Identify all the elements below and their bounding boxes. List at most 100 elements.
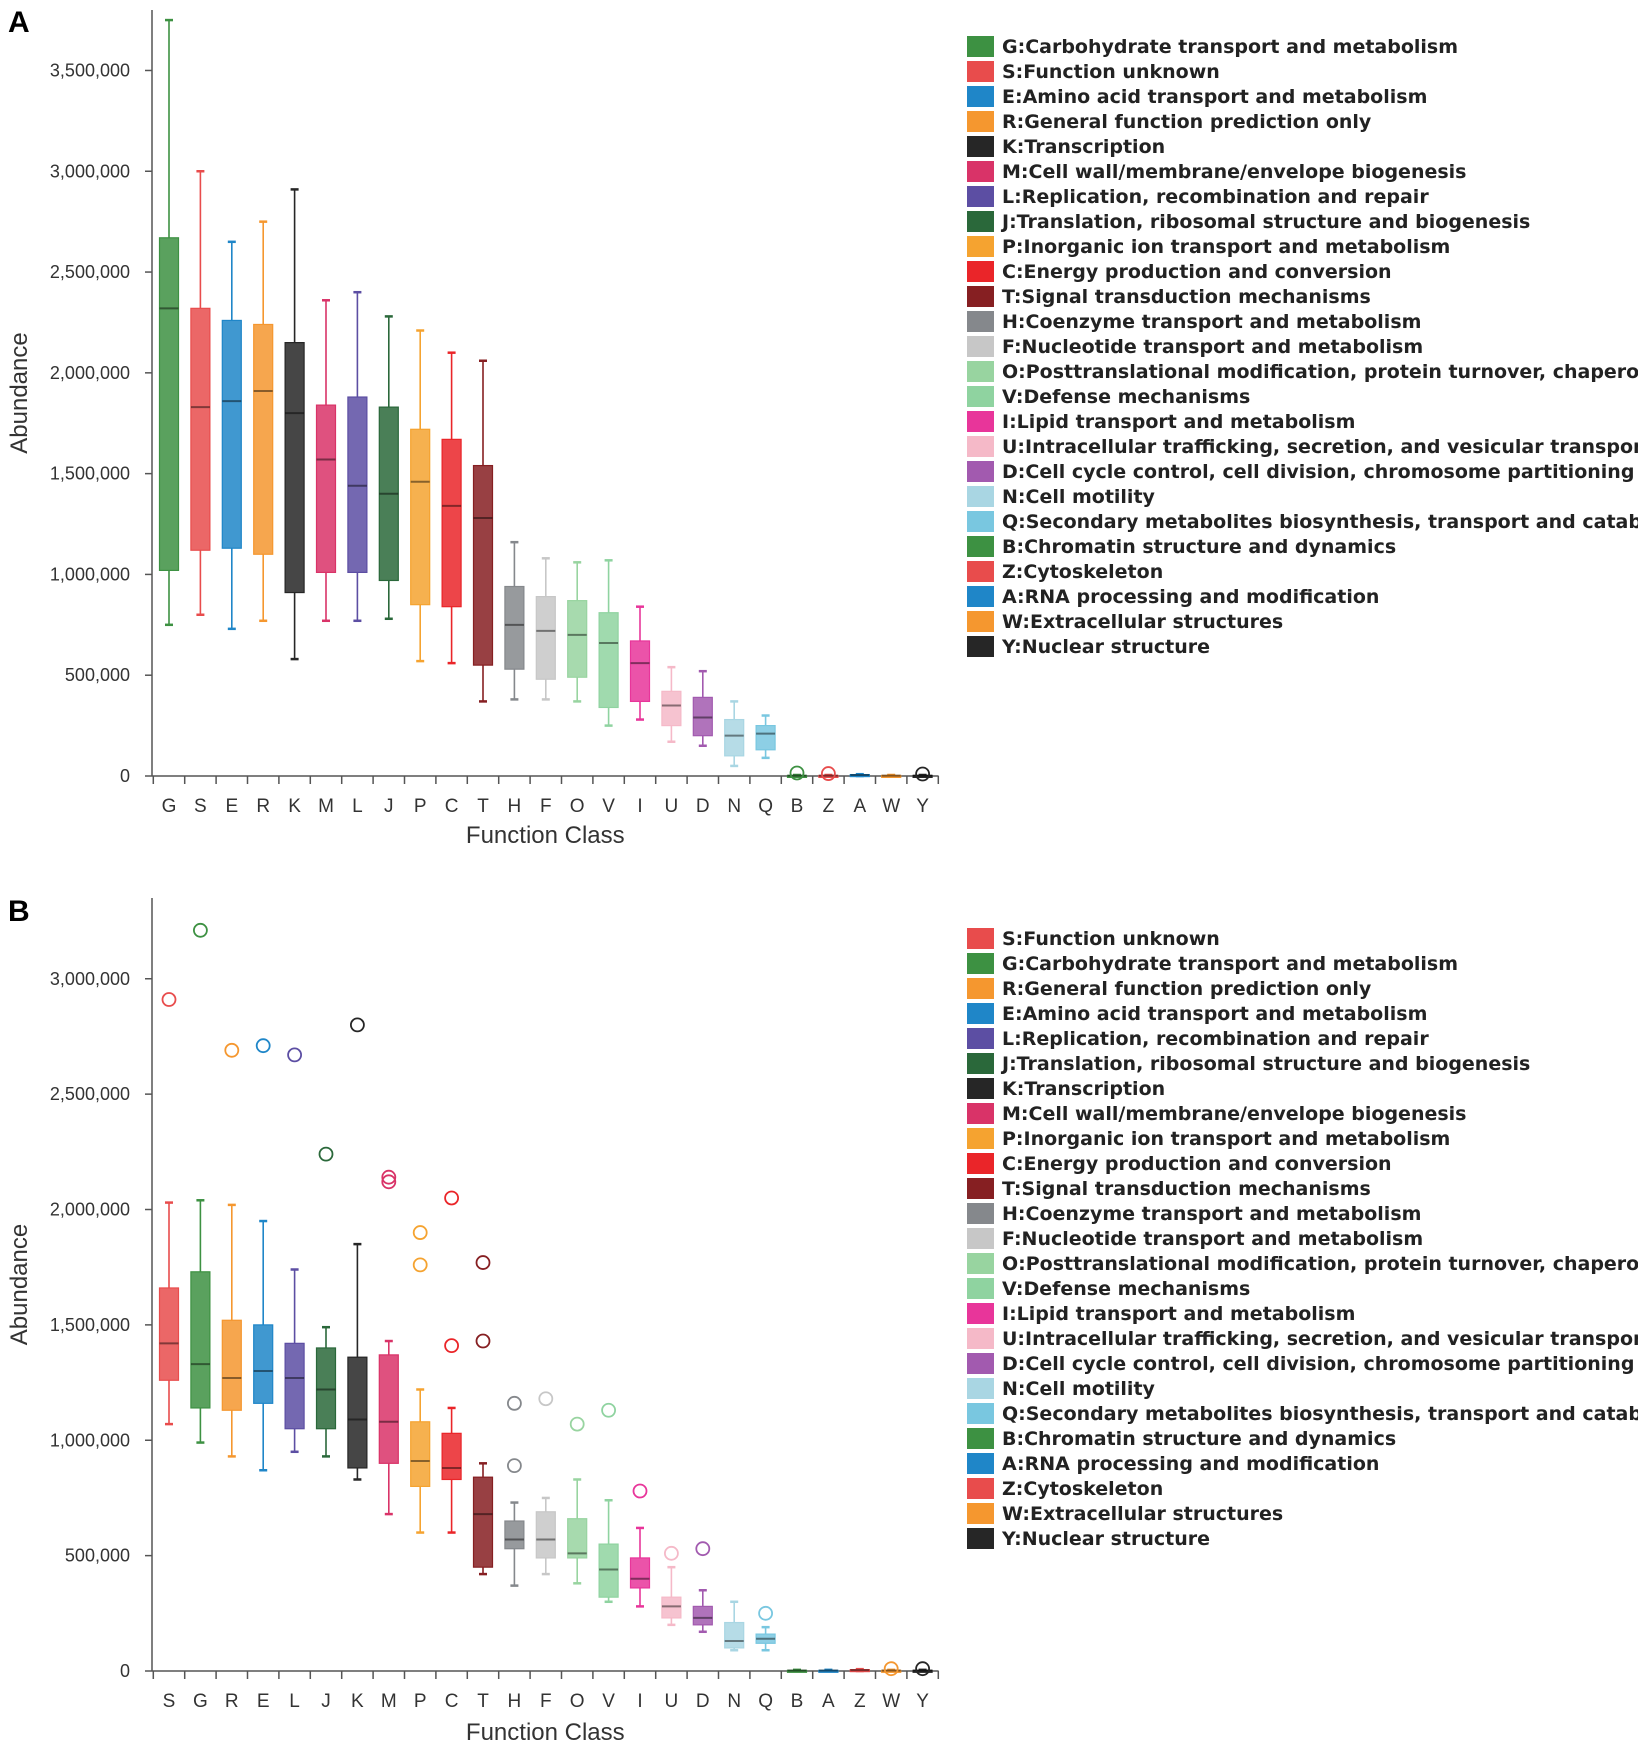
- box-O: [567, 561, 588, 703]
- outlier-point-P: [412, 1257, 428, 1273]
- x-tick-label: Z: [854, 1691, 866, 1712]
- x-tick-label: W: [882, 1691, 900, 1712]
- legend-swatch: [967, 1153, 994, 1174]
- outlier-point-O: [569, 1416, 585, 1432]
- box-body: [347, 396, 368, 574]
- panel-A: A 0 500,000 1,000,000 1,500,000 2,000,000 2,50…: [6, 6, 1638, 849]
- box-K: [347, 1242, 368, 1481]
- box-body: [158, 237, 180, 571]
- outlier-point-T: [475, 1333, 491, 1349]
- legend-swatch: [967, 311, 994, 332]
- y-tick-label: 2,500,000: [50, 1084, 130, 1104]
- box-body: [378, 406, 399, 582]
- legend-label: P:Inorganic ion transport and metabolism: [1002, 1128, 1450, 1150]
- x-tick-label: W: [882, 796, 900, 817]
- box-body: [818, 774, 839, 778]
- legend-swatch: [967, 361, 994, 382]
- legend-label: Q:Secondary metabolites biosynthesis, tr…: [1002, 511, 1638, 533]
- outlier-point-Y: [915, 1661, 930, 1677]
- x-tick-label: T: [477, 1691, 489, 1712]
- y-tick-label: 1,000,000: [50, 1430, 130, 1450]
- box-body: [567, 1518, 588, 1559]
- y-tick-label: 500,000: [65, 665, 130, 685]
- legend-swatch: [967, 1378, 994, 1399]
- box-body: [472, 1476, 494, 1568]
- y-tick-label: 500,000: [65, 1546, 130, 1566]
- box-body: [692, 1605, 713, 1626]
- legend-swatch: [967, 136, 994, 157]
- box-G: [158, 18, 180, 627]
- x-tick-label: K: [288, 796, 301, 817]
- legend-swatch: [967, 1428, 994, 1449]
- box-body: [724, 718, 745, 757]
- x-axis-title: Function Class: [466, 1719, 625, 1746]
- x-tick-label: I: [637, 796, 642, 817]
- box-body: [253, 323, 274, 555]
- x-tick-label: D: [696, 1691, 710, 1712]
- box-body: [378, 1354, 399, 1464]
- outlier-point-F: [538, 1391, 554, 1407]
- box-D: [692, 1588, 713, 1634]
- x-tick-label: S: [194, 796, 207, 817]
- box-body: [284, 1342, 305, 1430]
- box-J: [378, 315, 399, 621]
- outlier-point-P: [412, 1225, 428, 1240]
- outlier-point-H: [507, 1395, 522, 1411]
- legend-swatch: [967, 636, 994, 657]
- legend-label: C:Energy production and conversion: [1002, 261, 1392, 283]
- box-Q: [755, 714, 776, 760]
- x-tick-label: C: [445, 1691, 459, 1712]
- outlier-point-M: [381, 1169, 397, 1185]
- legend: S:Function unknown G:Carbohydrate transpo…: [967, 928, 1638, 1550]
- outlier-point-U: [664, 1545, 679, 1561]
- legend-swatch: [967, 1253, 994, 1274]
- legend-label: K:Transcription: [1002, 1078, 1165, 1100]
- legend-swatch: [967, 1528, 994, 1549]
- legend-label: H:Coenzyme transport and metabolism: [1002, 311, 1421, 333]
- box-A: [849, 772, 870, 778]
- box-F: [535, 557, 556, 701]
- x-tick-label: E: [225, 796, 238, 817]
- box-R: [253, 220, 274, 623]
- legend-label: G:Carbohydrate transport and metabolism: [1002, 953, 1458, 975]
- box-body: [629, 640, 651, 703]
- legend-label: K:Transcription: [1002, 136, 1165, 158]
- legend-swatch: [967, 1403, 994, 1424]
- legend-label: L:Replication, recombination and repair: [1002, 186, 1429, 208]
- box-O: [567, 1478, 588, 1585]
- box-D: [692, 669, 713, 748]
- box-R: [221, 1203, 242, 1458]
- legend-swatch: [967, 1078, 994, 1099]
- x-tick-label: M: [381, 1691, 397, 1712]
- y-axis-title: Abundance: [6, 1224, 33, 1345]
- outlier-point-C: [444, 1190, 460, 1206]
- x-tick-label: Q: [758, 796, 773, 817]
- legend-label: B:Chromatin structure and dynamics: [1002, 1428, 1396, 1450]
- legend-label: Z:Cytoskeleton: [1002, 1478, 1163, 1500]
- x-tick-label: L: [289, 1691, 300, 1712]
- box-body: [221, 1319, 242, 1411]
- x-tick-label: A: [853, 796, 866, 817]
- legend-swatch: [967, 386, 994, 407]
- legend-label: A:RNA processing and modification: [1002, 1453, 1379, 1475]
- outlier-point-M: [381, 1174, 397, 1190]
- box-E: [253, 1219, 274, 1472]
- box-E: [221, 240, 242, 631]
- legend-label: I:Lipid transport and metabolism: [1002, 411, 1355, 433]
- box-U: [661, 665, 682, 743]
- box-body: [190, 307, 211, 551]
- box-L: [284, 1268, 305, 1454]
- legend-swatch: [967, 211, 994, 232]
- legend-swatch: [967, 286, 994, 307]
- box-M: [378, 1339, 399, 1516]
- legend-swatch: [967, 1278, 994, 1299]
- legend-swatch: [967, 1103, 994, 1124]
- box-T: [472, 1462, 494, 1576]
- legend-label: D:Cell cycle control, cell division, chr…: [1002, 461, 1634, 483]
- box-G: [190, 1199, 211, 1444]
- legend-label: O:Posttranslational modification, protei…: [1002, 361, 1638, 383]
- box-body: [535, 1511, 556, 1559]
- x-tick-label: V: [602, 796, 615, 817]
- box-C: [441, 1406, 462, 1534]
